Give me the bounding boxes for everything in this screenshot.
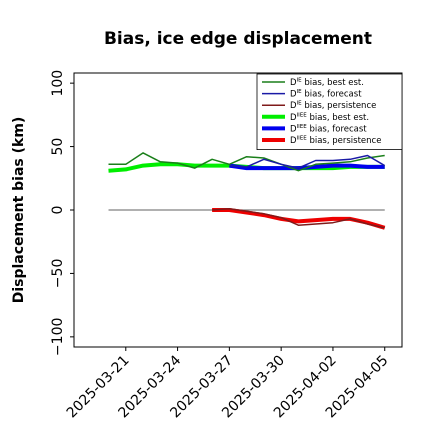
legend: DIE bias, best est.DIE bias, forecastDIE… (256, 73, 403, 150)
y-tick-label: −100 (50, 318, 66, 356)
y-axis-label: Displacement bias (km) (11, 117, 27, 304)
legend-entry: DIE bias, forecast (290, 89, 362, 100)
legend-entry: DIIEE bias, persistence (290, 136, 381, 147)
legend-entry: DIIEE bias, forecast (290, 124, 367, 135)
legend-entry: DIE bias, persistence (290, 101, 376, 112)
series-line-1 (108, 152, 385, 172)
y-tick-label: 100 (50, 70, 66, 97)
legend-entry: DIIEE bias, best est. (290, 112, 369, 123)
legend-box (256, 73, 403, 150)
y-tick-label: 50 (50, 138, 66, 156)
legend-entry: DIE bias, best est. (290, 78, 364, 89)
y-tick-label: −50 (50, 259, 66, 289)
series-line-3 (212, 207, 385, 229)
chart-title: Bias, ice edge displacement (104, 29, 372, 49)
plot-area (108, 152, 386, 230)
series-line-2 (229, 154, 386, 169)
y-tick-label: 0 (50, 206, 66, 215)
